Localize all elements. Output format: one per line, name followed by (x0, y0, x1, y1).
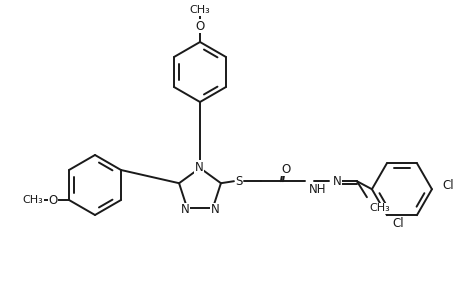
Text: Cl: Cl (391, 217, 403, 230)
Text: CH₃: CH₃ (189, 5, 210, 15)
Text: N: N (180, 203, 189, 216)
Text: N: N (194, 160, 203, 173)
Text: O: O (195, 20, 204, 32)
Text: CH₃: CH₃ (22, 195, 43, 205)
Text: N: N (210, 203, 219, 216)
Text: CH₃: CH₃ (368, 203, 389, 213)
Text: O: O (281, 163, 290, 176)
Text: S: S (235, 175, 242, 188)
Text: O: O (48, 194, 57, 206)
Text: N: N (332, 175, 341, 188)
Text: NH: NH (308, 183, 326, 196)
Text: Cl: Cl (441, 179, 453, 192)
